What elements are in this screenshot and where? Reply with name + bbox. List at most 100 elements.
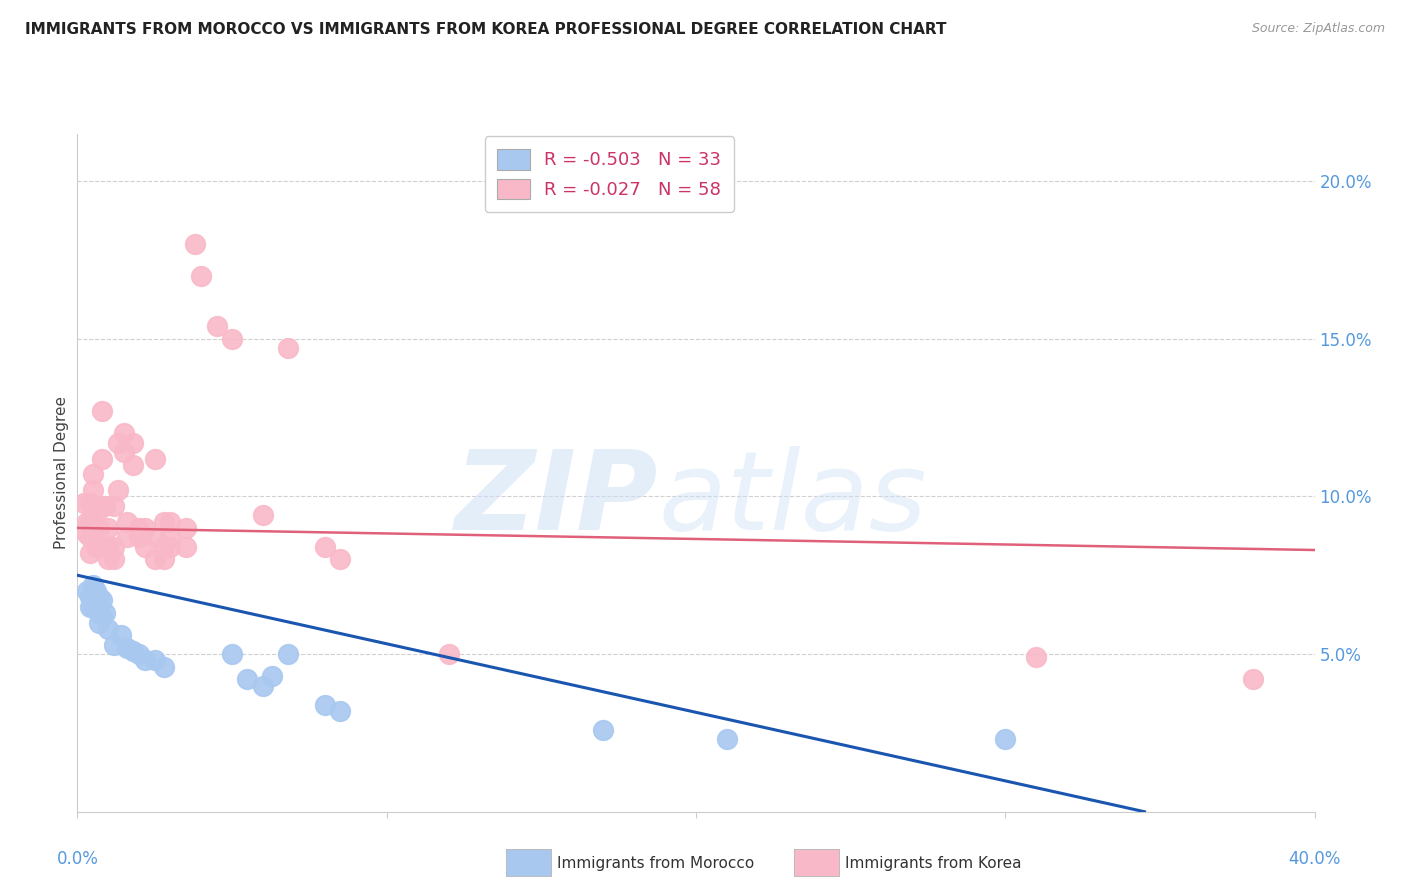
Point [128,530,150,544]
Point [134,521,156,535]
Point [97,622,120,636]
Point [97,521,120,535]
Point [143,552,166,566]
Point [97,540,120,554]
Text: IMMIGRANTS FROM MOROCCO VS IMMIGRANTS FROM KOREA PROFESSIONAL DEGREE CORRELATION: IMMIGRANTS FROM MOROCCO VS IMMIGRANTS FR… [25,22,946,37]
Point [153,515,176,529]
Point [153,659,176,673]
Point [76,584,98,599]
Point [82,577,104,591]
Point [153,540,176,554]
Point [252,508,274,523]
Point [79,515,101,529]
Point [112,445,135,459]
Point [174,540,197,554]
Point [314,540,336,554]
Y-axis label: Professional Degree: Professional Degree [53,396,69,549]
Text: Immigrants from Korea: Immigrants from Korea [845,856,1022,871]
Point [91,404,114,418]
Point [84,530,107,544]
Point [128,521,150,535]
Point [87,521,110,535]
Point [159,515,181,529]
Point [1025,650,1047,665]
Point [205,319,228,334]
Point [122,458,145,472]
Point [94,499,117,513]
Point [84,597,107,611]
Point [87,591,110,605]
Point [252,679,274,693]
Point [437,647,460,661]
Point [236,673,259,687]
Point [79,591,101,605]
Point [115,640,138,655]
Point [122,644,145,658]
Point [134,653,156,667]
Point [91,451,114,466]
Text: Immigrants from Morocco: Immigrants from Morocco [557,856,754,871]
Point [184,237,207,252]
Point [277,647,299,661]
Point [262,669,284,683]
Point [107,435,129,450]
Point [76,527,98,541]
Point [143,530,166,544]
Point [159,530,181,544]
Point [592,723,614,737]
Point [82,599,104,614]
Point [1241,673,1264,687]
Point [94,606,117,620]
Point [103,638,125,652]
Point [103,540,125,554]
Point [84,584,107,599]
Point [84,540,107,554]
Point [221,647,243,661]
Text: 0.0%: 0.0% [56,849,98,868]
Point [103,499,125,513]
Point [79,546,101,560]
Point [329,704,352,718]
Point [153,552,176,566]
Text: ZIP: ZIP [456,446,659,553]
Point [277,341,299,355]
Point [87,606,110,620]
Point [79,599,101,614]
Point [103,552,125,566]
Text: atlas: atlas [659,446,928,553]
Point [115,530,138,544]
Point [82,591,104,605]
Point [329,552,352,566]
Point [72,496,94,510]
Point [107,483,129,497]
Point [115,515,138,529]
Point [97,552,120,566]
Point [87,615,110,630]
Point [174,521,197,535]
Point [190,268,212,283]
Point [143,653,166,667]
Point [76,515,98,529]
Point [221,332,243,346]
Point [79,530,101,544]
Point [143,451,166,466]
Legend: R = -0.503   N = 33, R = -0.027   N = 58: R = -0.503 N = 33, R = -0.027 N = 58 [485,136,734,212]
Point [994,732,1017,747]
Point [122,435,145,450]
Point [716,732,738,747]
Text: 40.0%: 40.0% [1288,849,1341,868]
Point [91,593,114,607]
Point [79,496,101,510]
Point [82,467,104,482]
Point [91,609,114,624]
Point [87,540,110,554]
Point [159,540,181,554]
Point [110,628,132,642]
Point [84,508,107,523]
Point [87,499,110,513]
Point [314,698,336,712]
Point [128,647,150,661]
Text: Source: ZipAtlas.com: Source: ZipAtlas.com [1251,22,1385,36]
Point [112,426,135,441]
Point [134,540,156,554]
